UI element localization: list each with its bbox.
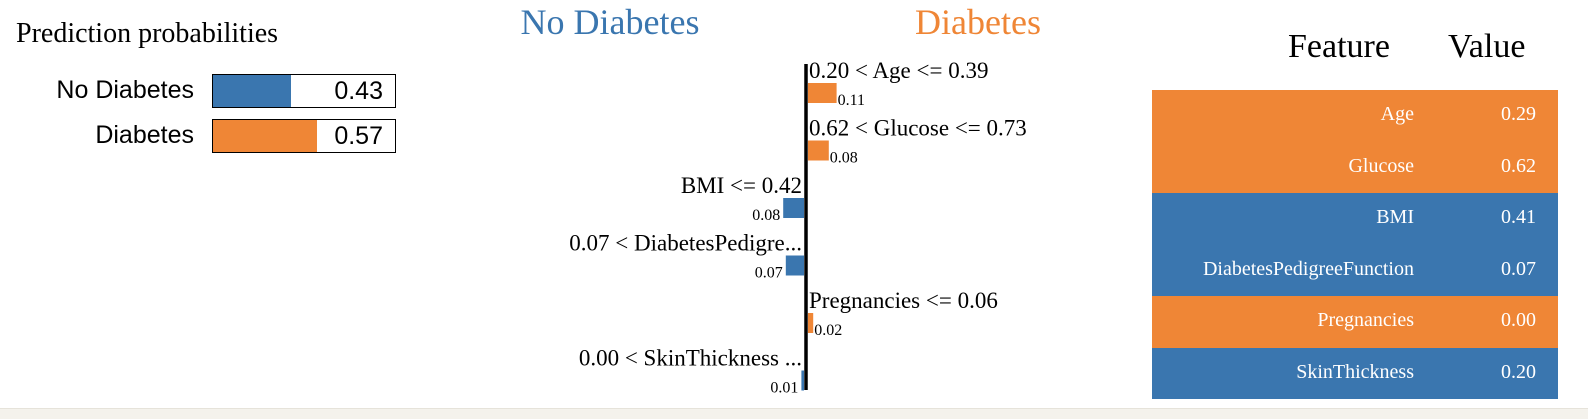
prediction-row-no-diabetes: No Diabetes 0.43 (0, 74, 420, 108)
feature-condition-label: 0.07 < DiabetesPedigre... (569, 231, 802, 256)
weight-value-label: 0.02 (814, 322, 842, 339)
bottom-strip (0, 408, 1588, 419)
prediction-row-diabetes: Diabetes 0.57 (0, 119, 420, 153)
weight-value-label: 0.01 (770, 380, 798, 397)
table-cell-feature: BMI (1376, 206, 1414, 228)
weight-value-label: 0.11 (838, 92, 865, 109)
table-cell-value: 0.00 (1501, 309, 1536, 331)
table-cell-feature: DiabetesPedigreeFunction (1202, 257, 1414, 280)
weight-bar (808, 313, 814, 333)
table-cell-value: 0.07 (1501, 257, 1536, 280)
class-label-left: No Diabetes (521, 2, 700, 42)
weight-bar (783, 198, 804, 218)
table-header-feature: Feature (1288, 28, 1390, 65)
weight-bar (785, 255, 804, 276)
table-cell-value: 0.29 (1501, 103, 1536, 125)
weight-value-label: 0.08 (830, 150, 858, 167)
weight-bar (808, 140, 829, 161)
table-cell-feature: Age (1380, 103, 1414, 125)
table-row: DiabetesPedigreeFunction 0.07 (1152, 244, 1558, 296)
feature-condition-label: 0.62 < Glucose <= 0.73 (809, 116, 1027, 141)
prediction-bar-fill (213, 75, 292, 107)
table-cell-feature: Pregnancies (1317, 309, 1414, 331)
table-row: Glucose 0.62 (1152, 141, 1558, 193)
prediction-title: Prediction probabilities (16, 18, 279, 49)
table-row: Age 0.29 (1152, 90, 1558, 142)
prediction-bar: 0.57 (212, 119, 396, 153)
table-cell-feature: SkinThickness (1296, 360, 1414, 383)
prediction-value: 0.43 (334, 77, 383, 105)
prediction-value: 0.57 (334, 122, 383, 150)
class-label-right: Diabetes (915, 2, 1041, 42)
table-cell-feature: Glucose (1348, 154, 1414, 177)
prediction-bar-fill (213, 120, 317, 152)
table-header-value: Value (1448, 28, 1526, 65)
prediction-class-label: No Diabetes (56, 76, 194, 104)
weight-bar (801, 370, 804, 391)
weight-value-label: 0.07 (755, 265, 783, 282)
feature-condition-label: 0.00 < SkinThickness ... (579, 346, 802, 371)
explanation-chart: No Diabetes Diabetes 0.20 < Age <= 0.39 0.1… (521, 2, 1041, 397)
feature-condition-label: BMI <= 0.42 (681, 173, 802, 198)
table-cell-value: 0.62 (1501, 154, 1536, 177)
table-row: Pregnancies 0.00 (1152, 296, 1558, 348)
table-row: BMI 0.41 (1152, 193, 1558, 245)
weight-bar (808, 83, 837, 103)
prediction-bar: 0.43 (212, 74, 396, 108)
prediction-class-label: Diabetes (95, 121, 194, 149)
feature-condition-label: 0.20 < Age <= 0.39 (809, 58, 988, 83)
feature-condition-label: Pregnancies <= 0.06 (809, 288, 998, 313)
weight-value-label: 0.08 (752, 207, 780, 224)
table-row: SkinThickness 0.20 (1152, 347, 1558, 399)
table-cell-value: 0.20 (1501, 360, 1536, 383)
table-cell-value: 0.41 (1501, 206, 1536, 228)
